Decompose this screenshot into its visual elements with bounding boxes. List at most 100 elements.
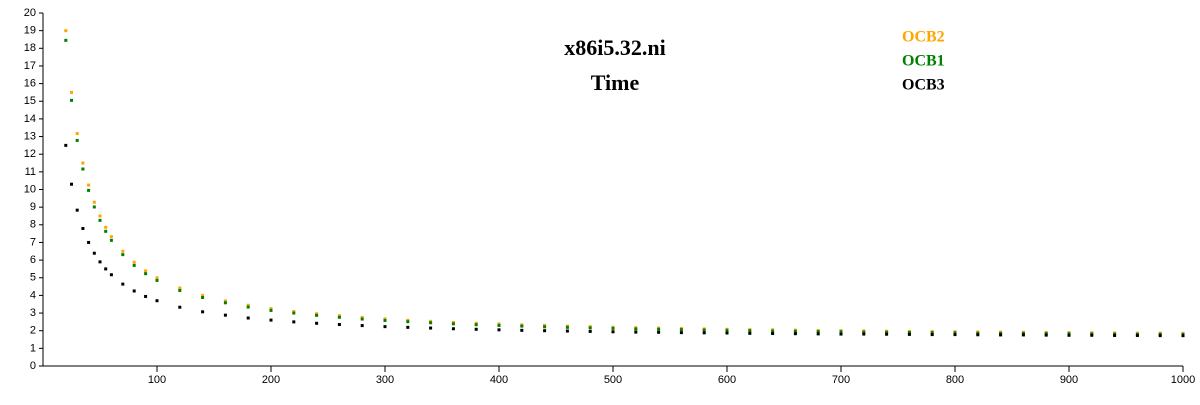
point xyxy=(1067,332,1071,336)
point xyxy=(679,328,683,332)
legend-entry: OCB3 xyxy=(902,77,945,94)
point xyxy=(109,238,113,242)
point xyxy=(543,325,547,329)
point xyxy=(999,331,1003,335)
x-tick-label: 600 xyxy=(718,374,736,386)
y-tick-label: 9 xyxy=(30,201,36,213)
point xyxy=(75,208,79,212)
point xyxy=(657,330,661,334)
point xyxy=(109,273,113,277)
point xyxy=(497,328,501,332)
point xyxy=(337,315,341,319)
point xyxy=(75,132,79,136)
x-tick-label: 400 xyxy=(490,374,508,386)
point xyxy=(98,260,102,264)
point xyxy=(451,327,455,331)
point xyxy=(246,316,250,320)
point xyxy=(246,305,250,309)
point xyxy=(201,296,205,300)
point xyxy=(816,330,820,334)
point xyxy=(725,328,729,332)
point xyxy=(725,331,729,335)
point xyxy=(930,333,934,337)
point xyxy=(520,328,524,332)
point xyxy=(976,333,980,337)
point xyxy=(360,315,364,319)
y-tick-label: 12 xyxy=(24,148,36,160)
point xyxy=(976,331,980,335)
point xyxy=(748,331,752,335)
point xyxy=(907,330,911,334)
point xyxy=(223,313,227,317)
x-tick-label: 700 xyxy=(832,374,850,386)
point xyxy=(104,229,108,233)
y-tick-label: 7 xyxy=(30,236,36,248)
point xyxy=(98,214,102,218)
point xyxy=(98,218,102,222)
point xyxy=(1067,333,1071,337)
point xyxy=(337,314,341,318)
x-tick-label: 900 xyxy=(1060,374,1078,386)
point xyxy=(269,307,273,311)
point xyxy=(178,305,182,309)
point xyxy=(611,330,615,334)
point xyxy=(383,318,387,322)
point xyxy=(81,161,85,165)
point xyxy=(64,38,68,42)
point xyxy=(246,303,250,307)
point xyxy=(497,323,501,327)
point xyxy=(104,225,108,229)
y-tick-label: 18 xyxy=(24,42,36,54)
point xyxy=(121,253,125,257)
point xyxy=(429,326,433,330)
point xyxy=(155,278,159,282)
point xyxy=(155,276,159,280)
point xyxy=(383,317,387,321)
y-tick-label: 11 xyxy=(25,166,36,178)
point xyxy=(223,301,227,305)
y-tick-label: 10 xyxy=(24,183,36,195)
point xyxy=(953,331,957,335)
point xyxy=(771,329,775,333)
point xyxy=(406,325,410,329)
x-tick-label: 200 xyxy=(262,374,280,386)
point xyxy=(132,263,136,267)
point xyxy=(337,323,341,327)
point xyxy=(132,260,136,264)
point xyxy=(360,317,364,321)
point xyxy=(657,327,661,331)
point xyxy=(292,311,296,315)
point xyxy=(64,143,68,147)
point xyxy=(144,269,148,273)
point xyxy=(839,332,843,336)
point xyxy=(121,249,125,253)
point xyxy=(1021,333,1025,337)
point xyxy=(702,331,706,335)
point xyxy=(1135,333,1139,337)
y-tick-label: 0 xyxy=(30,360,36,372)
x-tick-label: 800 xyxy=(946,374,964,386)
y-tick-label: 20 xyxy=(24,7,36,19)
point xyxy=(144,294,148,298)
point xyxy=(862,330,866,334)
point xyxy=(64,29,68,33)
point xyxy=(793,332,797,336)
y-tick-label: 15 xyxy=(24,95,36,107)
point xyxy=(81,167,85,171)
point xyxy=(315,312,319,316)
point xyxy=(748,329,752,333)
chart-subtitle: Time xyxy=(591,70,640,95)
point xyxy=(885,332,889,336)
point xyxy=(81,227,85,231)
point xyxy=(144,272,148,276)
point xyxy=(565,325,569,329)
point xyxy=(588,329,592,333)
point xyxy=(634,330,638,334)
point xyxy=(292,320,296,324)
y-tick-label: 5 xyxy=(30,272,36,284)
point xyxy=(92,200,96,204)
point xyxy=(269,308,273,312)
point xyxy=(429,321,433,325)
